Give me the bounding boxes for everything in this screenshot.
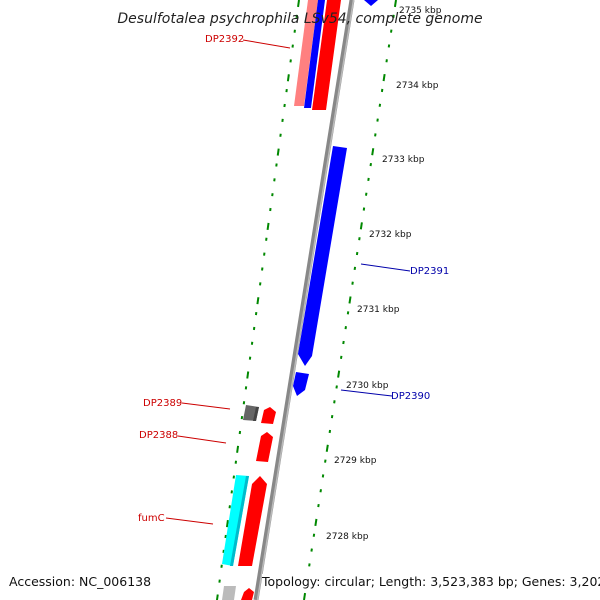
gene-label-DP2388[interactable]: DP2388 <box>139 430 178 441</box>
inner-tick-ring <box>215 0 300 600</box>
gene-label-DP2391[interactable]: DP2391 <box>410 266 449 277</box>
kbp-tick-label: 2733 kbp <box>382 155 425 165</box>
gene-fumC-forward-feature[interactable] <box>238 476 267 566</box>
ring-tick <box>303 592 307 600</box>
gene-DP2388-feature[interactable] <box>256 432 273 462</box>
gene-forward-top-feature[interactable] <box>312 0 341 110</box>
gene-bottom-grey-feature[interactable] <box>222 586 236 600</box>
kbp-tick-label: 2730 kbp <box>346 381 389 391</box>
gene-DP2392-reverse-feature[interactable] <box>304 0 325 108</box>
gene-label-DP2392[interactable]: DP2392 <box>205 34 244 45</box>
gene-DP2389-grey-edge <box>253 407 259 421</box>
kbp-tick-label: 2734 kbp <box>396 81 439 91</box>
ring-tick <box>256 297 260 305</box>
kbp-tick-label: 2731 kbp <box>357 305 400 315</box>
kbp-tick-label: 2732 kbp <box>369 230 412 240</box>
kbp-tick-label: 2729 kbp <box>334 456 377 466</box>
gene-label-callouts: DP2392 DP2391 DP2390 DP2389 DP2388 fumC <box>138 34 449 525</box>
ring-tick <box>286 74 290 82</box>
gene-top-reverse-fragment[interactable] <box>364 0 378 6</box>
ring-tick <box>297 0 300 8</box>
topology-summary: Topology: circular; Length: 3,523,383 bp… <box>262 574 600 589</box>
gene-small-forward-feature[interactable] <box>261 407 276 424</box>
gene-DP2390-feature[interactable] <box>293 372 309 396</box>
ring-tick <box>225 520 229 528</box>
accession-label: Accession: NC_006138 <box>9 574 152 589</box>
ring-tick <box>348 296 352 304</box>
map-title: Desulfotalea psychrophila LSv54, complet… <box>117 11 482 27</box>
ring-tick <box>371 148 375 156</box>
gene-label-fumC[interactable]: fumC <box>138 513 165 524</box>
kbp-tick-label: 2728 kbp <box>326 532 369 542</box>
gene-DP2391-feature[interactable] <box>298 146 347 366</box>
ring-tick <box>359 222 363 230</box>
ring-tick <box>393 0 397 8</box>
gene-label-DP2390[interactable]: DP2390 <box>391 391 430 402</box>
ring-tick <box>246 371 250 379</box>
outer-tick-ring <box>303 0 397 600</box>
gene-DP2392-feature[interactable] <box>294 0 318 106</box>
kbp-tick-label: 2735 kbp <box>399 6 442 16</box>
ring-tick <box>337 370 341 378</box>
ring-tick <box>215 594 219 600</box>
ring-tick <box>276 148 280 156</box>
kbp-scale: 2735 kbp 2734 kbp 2733 kbp 2732 kbp 2731… <box>326 6 442 542</box>
gene-bottom-forward-feature[interactable] <box>241 588 254 600</box>
gene-features <box>222 0 378 600</box>
ring-tick <box>266 222 270 230</box>
ring-tick <box>325 444 329 452</box>
gene-label-DP2389[interactable]: DP2389 <box>143 398 182 409</box>
ring-tick <box>314 518 318 527</box>
ring-tick <box>382 73 386 82</box>
gene-fumC-cyan-shadow <box>230 476 249 566</box>
ring-tick <box>236 445 240 453</box>
genome-backbone <box>253 0 355 600</box>
